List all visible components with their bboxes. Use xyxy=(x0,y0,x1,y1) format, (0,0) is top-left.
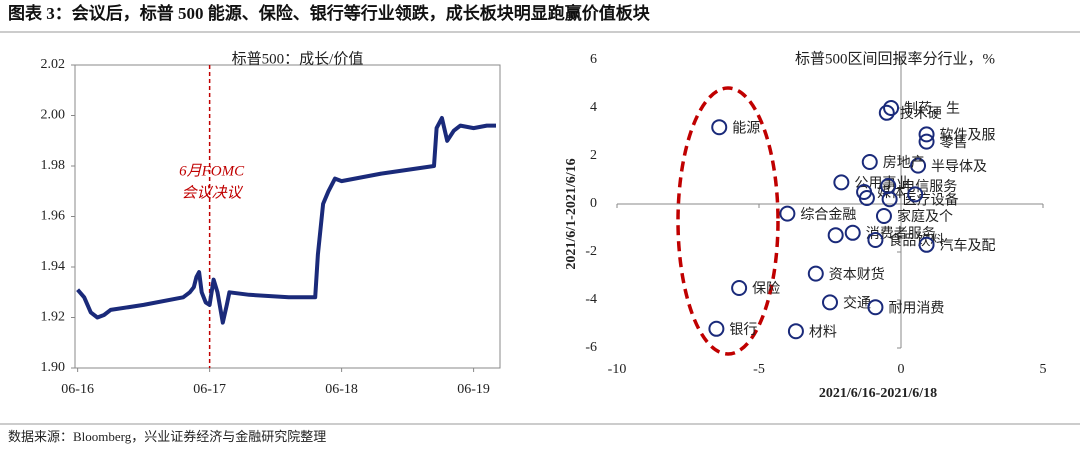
highlight-ellipse xyxy=(676,86,780,356)
y-tick-label: 2.02 xyxy=(41,57,66,72)
x-tick-label: 06-18 xyxy=(325,382,358,397)
point-label: 保险 xyxy=(752,281,780,297)
point-label: 电信服务 xyxy=(901,179,957,195)
point xyxy=(708,320,725,337)
point xyxy=(883,100,900,116)
y-tick-label: 1.92 xyxy=(41,310,66,325)
annotation: 会议决议 xyxy=(182,184,244,201)
point xyxy=(833,174,850,191)
point-label: 食品饮料 xyxy=(888,232,944,249)
source: 数据来源：Bloomberg，兴业证券经济与金融研究院整理 xyxy=(8,429,326,444)
point xyxy=(779,205,796,222)
y-tick-label: -2 xyxy=(585,244,597,259)
point xyxy=(918,236,935,253)
point xyxy=(861,154,878,170)
x-tick-label: -10 xyxy=(608,362,627,377)
series-line xyxy=(76,116,496,325)
y-tick-label: -6 xyxy=(585,340,597,355)
x-tick-label: -5 xyxy=(753,362,765,377)
point-label: 半导体及 xyxy=(931,159,987,175)
point-label: 耐用消费 xyxy=(888,300,944,316)
page-title: 图表 3：会议后，标普 500 能源、保险、银行等行业领跌，成长板块明显跑赢价值… xyxy=(8,3,651,23)
y-tick-label: 1.90 xyxy=(41,360,66,375)
point xyxy=(867,232,884,248)
point xyxy=(827,227,844,244)
point-label: 房地产 xyxy=(883,155,925,171)
y-tick-label: 1.96 xyxy=(41,209,66,224)
point-label: 能源 xyxy=(732,120,760,136)
point-label: 汽车及配 xyxy=(940,237,996,254)
x-axis-label: 2021/6/16-2021/6/18 xyxy=(819,386,937,401)
point-label: 软件及服 xyxy=(940,128,996,144)
point xyxy=(858,190,875,206)
point xyxy=(822,294,838,311)
point xyxy=(867,299,884,316)
right-chart: -10 -5 0 5 -6 -4 -2 0 2 4 6 标普500区间回报率分行业，% 2021/6/1… xyxy=(564,50,1046,401)
point-label: 银行 xyxy=(729,322,757,338)
point xyxy=(881,191,898,208)
point-label: 资本财货 xyxy=(829,266,885,283)
chart-title: 标普500区间回报率分行业，% xyxy=(795,50,995,67)
point xyxy=(875,208,892,224)
annotation: 6月FOMC xyxy=(179,163,245,179)
point xyxy=(844,224,861,241)
point-label: 消费者服务 xyxy=(866,226,936,242)
point-label: 交通 xyxy=(843,295,871,312)
x-tick-label: 06-19 xyxy=(457,382,490,397)
point xyxy=(787,323,804,340)
point xyxy=(907,186,924,203)
y-axis-label: 2021/6/1-2021/6/16 xyxy=(564,158,579,269)
x-tick-label: 0 xyxy=(898,362,905,377)
point xyxy=(878,104,895,121)
point-label: 综合金融 xyxy=(800,207,856,223)
left-chart: 1.90 1.92 1.94 1.96 1.98 2.00 2.02 06-16 06-17 06… xyxy=(41,50,501,397)
y-tick-label: -4 xyxy=(585,292,597,307)
y-tick-label: 1.98 xyxy=(41,158,66,173)
y-tick-label: 2.00 xyxy=(41,108,66,123)
point xyxy=(918,133,935,150)
point-label: 材料 xyxy=(809,324,837,340)
point xyxy=(910,157,927,174)
point xyxy=(731,280,748,296)
y-tick-label: 4 xyxy=(590,100,597,115)
point xyxy=(711,119,728,136)
y-tick-label: 2 xyxy=(590,148,597,163)
point xyxy=(918,126,935,143)
point-label: 制药、生 xyxy=(904,101,960,117)
point-label: 技术硬 xyxy=(900,106,942,122)
point-label: 家庭及个 xyxy=(897,208,953,225)
x-tick-label: 5 xyxy=(1040,362,1047,377)
y-tick-label: 6 xyxy=(590,52,597,67)
x-tick-label: 06-16 xyxy=(61,382,94,397)
point xyxy=(807,265,824,282)
chart-title: 标普500：成长/价值 xyxy=(232,50,364,67)
y-tick-label: 0 xyxy=(590,196,597,211)
point-label: 医疗设备 xyxy=(903,191,959,208)
y-tick-label: 1.94 xyxy=(41,259,66,274)
point-label: 零售 xyxy=(940,135,968,151)
x-tick-label: 06-17 xyxy=(193,382,226,397)
plot-frame xyxy=(74,64,501,369)
